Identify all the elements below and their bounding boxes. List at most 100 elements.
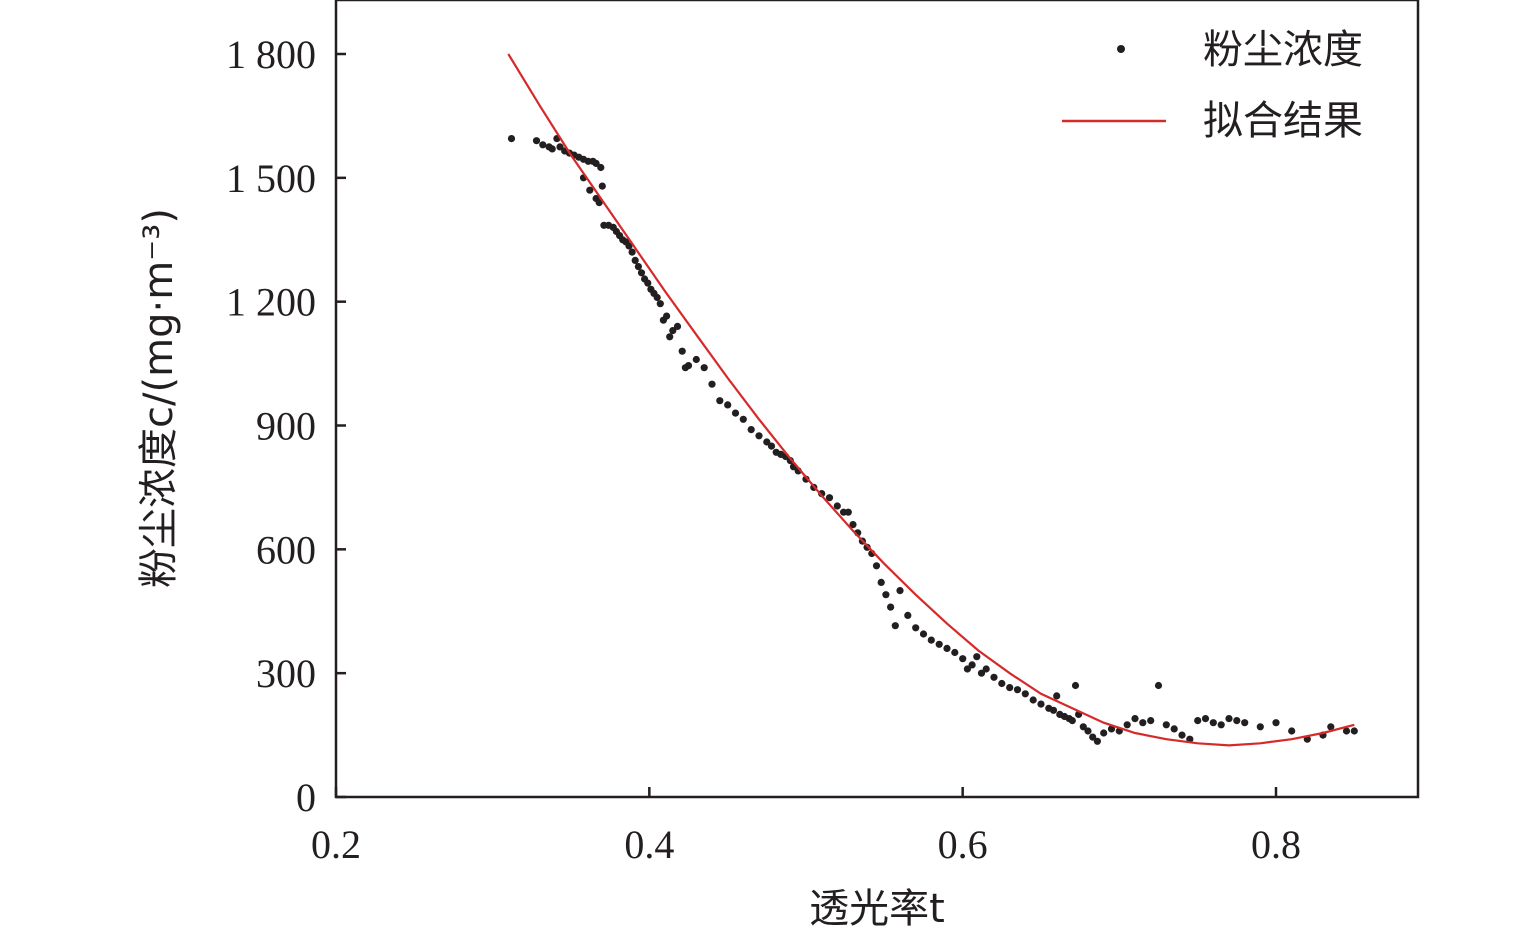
data-point xyxy=(1053,692,1061,700)
data-point xyxy=(669,327,677,335)
data-point xyxy=(666,333,674,341)
data-point xyxy=(1029,696,1037,704)
x-tick-label: 0.4 xyxy=(624,822,674,867)
data-point xyxy=(1225,715,1233,723)
legend-marker-dust xyxy=(1117,45,1125,53)
data-point xyxy=(663,312,671,320)
data-point xyxy=(943,644,951,653)
data-point xyxy=(904,611,912,620)
data-point xyxy=(684,362,693,370)
data-point xyxy=(598,182,606,190)
data-point xyxy=(597,163,605,172)
data-point xyxy=(882,591,890,599)
data-point xyxy=(634,263,643,271)
y-tick-label: 900 xyxy=(256,404,316,449)
data-point xyxy=(786,457,794,465)
data-point xyxy=(1327,723,1335,731)
data-point xyxy=(1233,717,1241,725)
data-point xyxy=(1049,706,1058,714)
data-point xyxy=(763,438,771,446)
data-point xyxy=(818,490,826,498)
data-point xyxy=(1037,700,1045,708)
data-point xyxy=(653,293,661,302)
data-point xyxy=(1079,723,1087,731)
scatter-points xyxy=(507,135,1358,745)
data-point xyxy=(951,648,959,657)
data-point xyxy=(592,159,600,167)
data-point xyxy=(1209,719,1217,727)
data-point xyxy=(731,409,740,417)
data-point xyxy=(625,242,633,250)
data-point xyxy=(1288,727,1296,735)
data-point xyxy=(1350,727,1358,735)
x-axis: 0.2 0.4 0.6 0.8 xyxy=(311,787,1301,867)
data-point xyxy=(656,300,664,308)
x-tick-label: 0.6 xyxy=(938,822,988,867)
data-point xyxy=(586,186,594,194)
data-point xyxy=(919,630,928,638)
data-point xyxy=(877,578,885,587)
y-tick-label: 1 800 xyxy=(226,32,316,77)
data-point xyxy=(548,145,556,153)
y-tick-label: 600 xyxy=(256,527,316,572)
data-point xyxy=(935,640,943,648)
data-point xyxy=(700,364,708,372)
data-point xyxy=(673,322,682,330)
data-point xyxy=(556,143,564,151)
data-point xyxy=(532,137,541,145)
y-tick-label: 0 xyxy=(296,775,316,820)
data-point xyxy=(1071,681,1080,690)
data-point xyxy=(891,622,899,630)
data-point xyxy=(1217,721,1225,729)
legend-label-dust: 粉尘浓度 xyxy=(1203,27,1363,73)
data-point xyxy=(1013,686,1022,694)
data-point xyxy=(1068,717,1076,725)
y-tick-label: 1 500 xyxy=(226,156,316,201)
x-tick-label: 0.8 xyxy=(1251,822,1301,867)
fit-curve xyxy=(507,53,1355,747)
data-point xyxy=(507,135,516,143)
data-point xyxy=(1093,737,1101,745)
data-point xyxy=(977,669,986,677)
data-point xyxy=(1241,719,1249,727)
legend-label-fit: 拟合结果 xyxy=(1203,98,1363,144)
data-point xyxy=(968,661,976,669)
data-point xyxy=(1089,733,1097,741)
data-point xyxy=(1107,725,1116,733)
y-axis-title: 粉尘浓度c/(mg·m⁻³) xyxy=(136,208,182,588)
data-point xyxy=(539,141,547,149)
data-point xyxy=(644,279,652,287)
data-point xyxy=(724,401,732,409)
data-point xyxy=(1201,715,1210,723)
data-point xyxy=(631,256,639,264)
data-point xyxy=(678,347,686,355)
data-point xyxy=(1342,727,1351,735)
data-point xyxy=(1131,715,1139,723)
data-point xyxy=(998,679,1006,688)
data-point xyxy=(1178,731,1186,739)
data-point xyxy=(825,494,834,502)
data-point xyxy=(708,380,716,388)
data-point xyxy=(1006,684,1014,692)
data-point xyxy=(767,442,776,450)
data-point xyxy=(959,655,967,663)
data-point xyxy=(963,665,972,673)
data-point xyxy=(1139,719,1147,727)
data-point xyxy=(637,269,646,277)
data-point xyxy=(1100,729,1108,737)
data-point xyxy=(692,355,700,364)
data-point xyxy=(973,653,981,661)
data-point xyxy=(887,603,895,611)
data-point xyxy=(896,587,904,595)
data-point xyxy=(1256,723,1264,731)
data-point xyxy=(595,199,603,207)
data-point xyxy=(927,636,935,644)
y-tick-label: 300 xyxy=(256,651,316,696)
data-point xyxy=(1021,690,1029,698)
data-point xyxy=(739,415,747,423)
data-point xyxy=(1084,727,1092,735)
data-point xyxy=(1272,719,1280,727)
data-point xyxy=(982,665,990,673)
data-point xyxy=(802,475,810,483)
